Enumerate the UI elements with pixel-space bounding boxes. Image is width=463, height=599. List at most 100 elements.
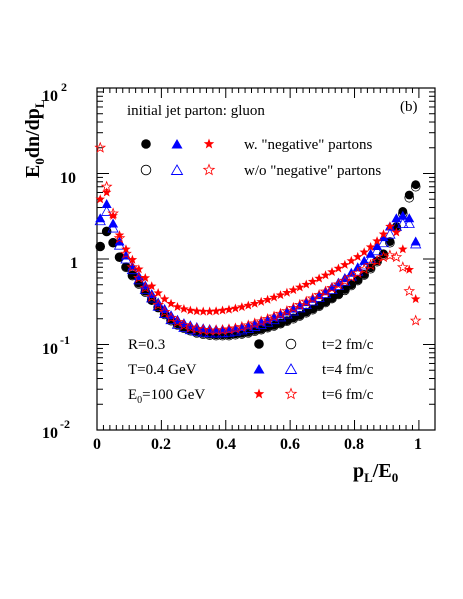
series-1-point <box>372 256 382 267</box>
legend-lower: R=0.3 T=0.4 GeV E0=100 GeV t=2 fm/c t=4 … <box>128 337 374 406</box>
series-4-point <box>288 285 299 295</box>
series-5-point <box>390 251 403 263</box>
legend-marker-t2-open <box>140 164 152 176</box>
series-5-point <box>126 261 139 273</box>
series-4-point <box>217 305 228 315</box>
series-4-point <box>101 187 112 197</box>
series-5-point <box>94 141 107 153</box>
legend-marker-t2-filled <box>141 139 151 149</box>
series-4-point <box>140 272 151 283</box>
series-2-point <box>391 213 402 223</box>
series-5-point <box>145 290 158 302</box>
series-3-point <box>94 214 106 226</box>
y-tick-label-0.1: 10-1 <box>42 333 70 358</box>
series-4-point <box>346 255 357 265</box>
series-1-point <box>404 192 415 203</box>
series-1-point <box>288 313 299 324</box>
series-5-point <box>313 288 325 301</box>
series-4-point <box>333 263 344 273</box>
series-5-point <box>261 312 274 325</box>
series-4-point <box>243 300 254 310</box>
series-4-point <box>352 251 363 261</box>
series-5-point <box>403 285 416 297</box>
y-tick-labels: 102 10 1 10-1 10-2 <box>42 80 78 442</box>
series-5-point <box>293 298 306 310</box>
series-4-point <box>404 264 414 274</box>
series-4-point <box>365 242 376 252</box>
x-tick-label-0.6: 0.6 <box>280 436 300 453</box>
series-3-point <box>384 228 396 239</box>
x-tick-label-1: 1 <box>414 436 422 453</box>
series-1-point <box>340 285 350 296</box>
series-2-point <box>410 236 421 246</box>
series-4-point <box>398 244 408 254</box>
series-3-point <box>410 238 422 249</box>
series-3-point <box>113 239 126 250</box>
series-5-point <box>371 254 383 266</box>
series-4-point <box>269 292 279 302</box>
series-3-point <box>377 236 390 248</box>
series-4-point <box>230 303 241 313</box>
series-4-point <box>224 304 234 314</box>
legend-header: initial jet parton: gluon <box>127 103 265 119</box>
series-4-point <box>185 305 196 315</box>
series-5-point <box>287 301 300 314</box>
series-3-point <box>100 205 113 216</box>
series-2-point <box>397 210 408 220</box>
series-1-point <box>95 241 106 252</box>
series-4-point <box>301 279 311 289</box>
series-3-point <box>152 300 164 311</box>
series-4-point <box>204 306 215 316</box>
x-axis-title: pL/E0 <box>353 460 398 485</box>
legend-marker-t4-open <box>170 164 184 175</box>
series-4-point <box>262 294 273 304</box>
series-4-point <box>282 287 292 297</box>
series-5-point <box>113 232 126 244</box>
x-tick-labels: 0 0.2 0.4 0.6 0.8 1 <box>93 436 422 453</box>
y-tick-label-100: 102 <box>42 80 67 105</box>
series-4-point <box>378 229 389 239</box>
series-4-point <box>320 270 331 280</box>
series-3-point <box>371 244 383 256</box>
series-2-point <box>339 272 350 282</box>
series-4-point <box>372 236 382 246</box>
series-4-point <box>295 282 305 292</box>
series-5-point <box>216 324 229 336</box>
series-5-point <box>326 282 338 294</box>
series-0-point <box>404 190 414 200</box>
series-4-point <box>95 194 105 204</box>
series-4-point <box>256 296 266 306</box>
series-5-point <box>139 281 152 293</box>
series-5-point <box>332 278 345 290</box>
x-tick-label-0.2: 0.2 <box>151 436 171 453</box>
series-4-point <box>359 247 369 257</box>
series-2-point <box>101 198 112 208</box>
series-4-point <box>237 302 247 312</box>
series-5-point <box>281 304 293 317</box>
param-temperature: T=0.4 GeV <box>128 362 197 378</box>
series-5-point <box>268 310 280 322</box>
series-2-point <box>378 232 389 242</box>
series-4-point <box>410 294 421 304</box>
series-0-point <box>385 237 395 246</box>
series-4-point <box>340 259 350 269</box>
series-4-point <box>211 306 221 316</box>
series-5-point <box>165 311 177 323</box>
series-4-point <box>327 266 337 277</box>
series-3-point <box>364 252 377 263</box>
series-5-point <box>100 180 113 192</box>
series-5-point <box>223 323 235 335</box>
series-5-point <box>197 323 210 335</box>
series-3-point <box>107 222 119 233</box>
series-2-point <box>114 236 125 246</box>
series-4-point <box>134 264 144 274</box>
axis-ticks <box>96 87 435 431</box>
series-4-point <box>198 306 208 316</box>
series-5-point <box>178 319 190 331</box>
legend-marker-time6-open <box>284 387 298 400</box>
series-4-point <box>275 290 286 300</box>
series-4-point <box>127 254 138 264</box>
legend-label-without-negative: w/o "negative" partons <box>244 163 381 179</box>
legend-marker-t4-filled <box>171 139 183 149</box>
